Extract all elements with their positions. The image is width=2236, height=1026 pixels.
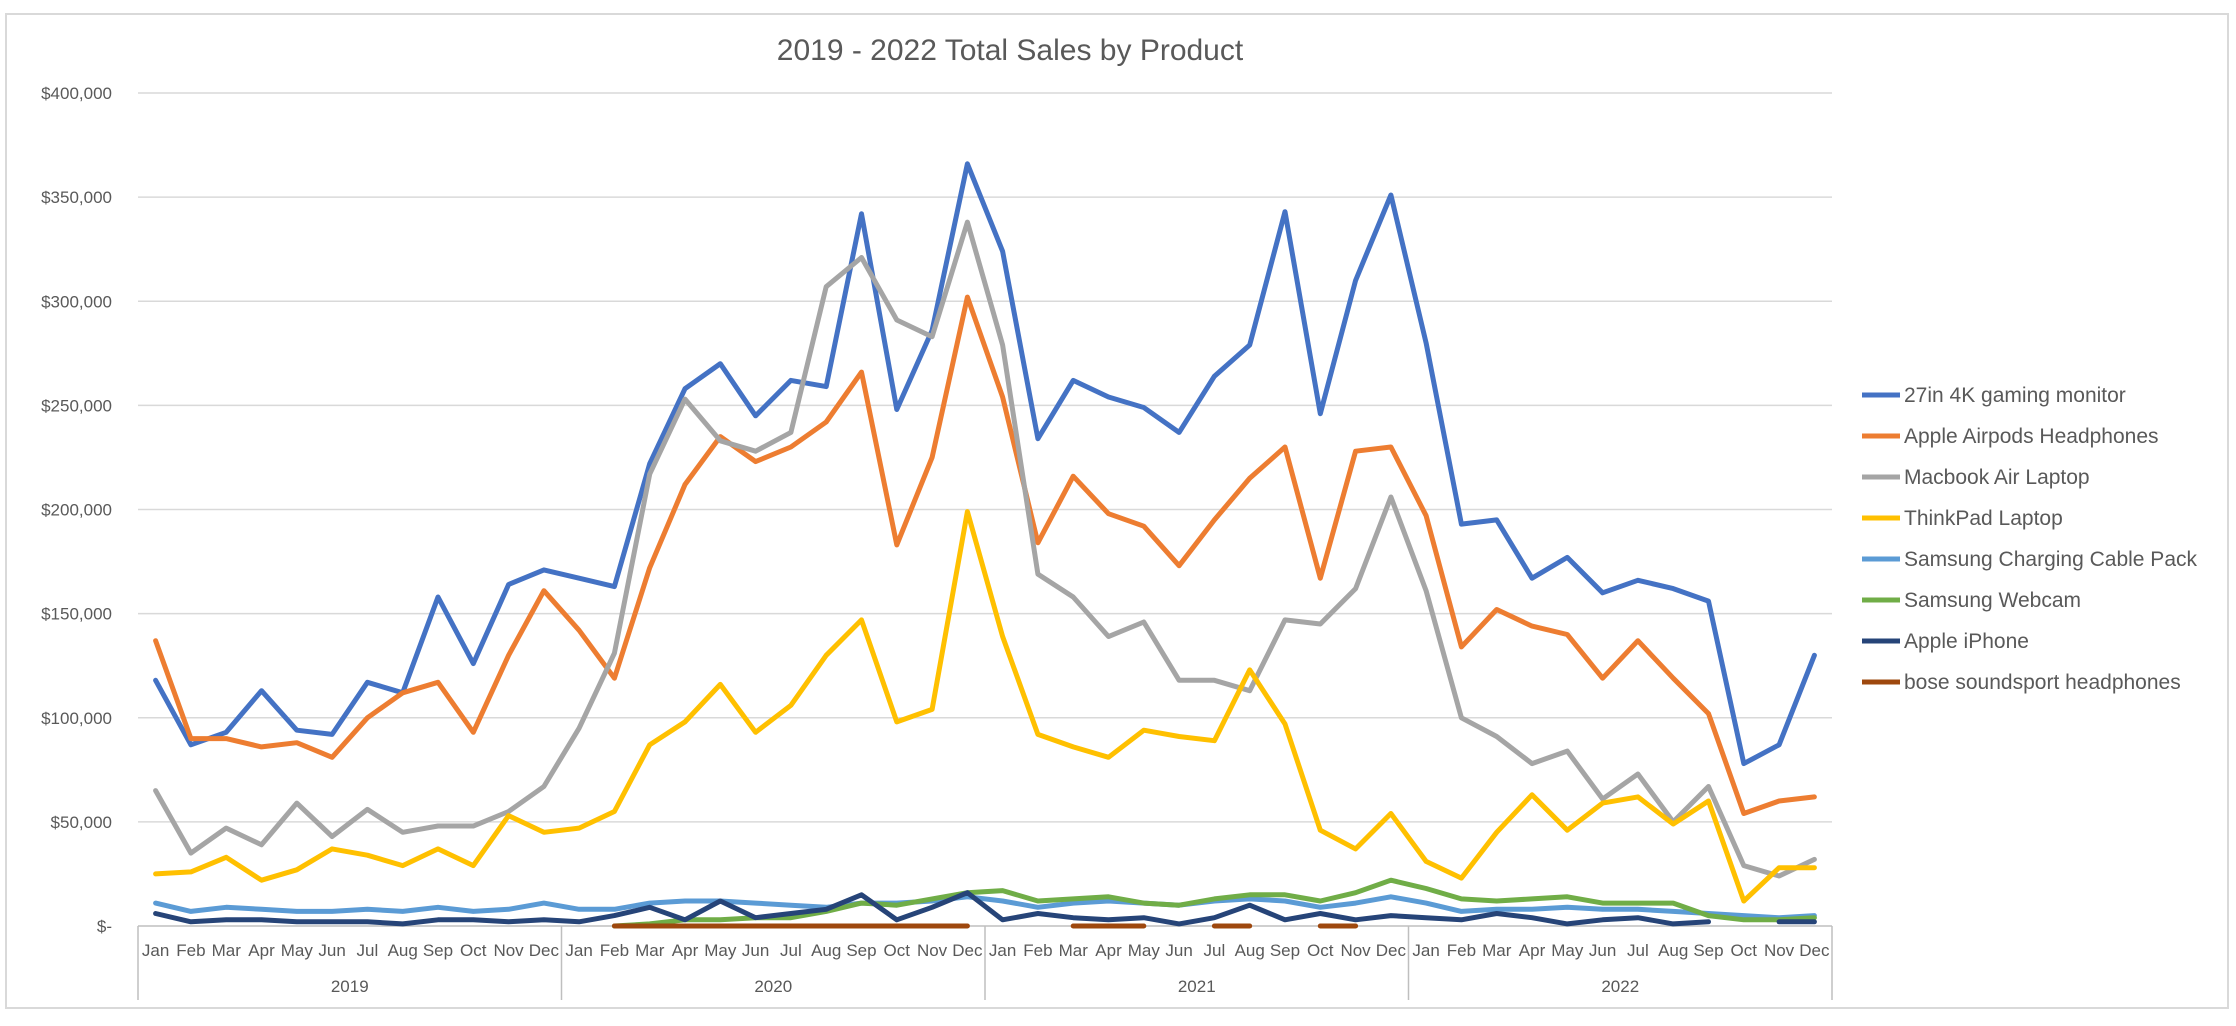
x-tick-label: May — [1551, 941, 1584, 960]
x-tick-label: Jul — [1627, 941, 1649, 960]
x-tick-label: Sep — [423, 941, 453, 960]
series-line — [611, 877, 1817, 929]
x-tick-label: Nov — [917, 941, 948, 960]
x-tick-label: Apr — [1095, 941, 1122, 960]
x-tick-label: Oct — [1307, 941, 1334, 960]
x-tick-label: Jan — [565, 941, 592, 960]
series-macbook-air-laptop — [153, 219, 1817, 879]
year-label: 2021 — [1178, 977, 1216, 996]
series-27in-4k-gaming-monitor — [153, 161, 1817, 767]
x-tick-label: Apr — [1519, 941, 1546, 960]
x-tick-label: Jan — [989, 941, 1016, 960]
x-tick-label: Jun — [1165, 941, 1192, 960]
x-tick-label: Jun — [742, 941, 769, 960]
y-tick-label: $300,000 — [41, 292, 112, 311]
x-tick-label: Dec — [952, 941, 983, 960]
series-line — [153, 161, 1817, 767]
series-apple-airpods-headphones — [153, 294, 1817, 816]
legend-label: Samsung Charging Cable Pack — [1904, 548, 2197, 571]
x-tick-label: Apr — [672, 941, 699, 960]
x-tick-label: Jun — [1589, 941, 1616, 960]
gridlines — [138, 92, 1832, 927]
x-tick-label: May — [281, 941, 314, 960]
x-tick-label: Feb — [600, 941, 629, 960]
series-line — [153, 509, 1817, 904]
legend-item: Samsung Charging Cable Pack — [1862, 548, 2197, 571]
legend-label: 27in 4K gaming monitor — [1904, 384, 2126, 407]
x-tick-label: Sep — [846, 941, 876, 960]
year-label: 2022 — [1601, 977, 1639, 996]
year-label: 2020 — [754, 977, 792, 996]
x-tick-label: Dec — [1799, 941, 1830, 960]
y-tick-label: $150,000 — [41, 605, 112, 624]
series-lines — [153, 161, 1817, 929]
x-axis: Jan Feb Mar Apr May Jun Jul Aug Sep Oct Nov Dec2019… — [137, 926, 1833, 1000]
x-tick-label: Feb — [176, 941, 205, 960]
legend-item: Apple Airpods Headphones — [1862, 425, 2159, 448]
x-tick-label: Sep — [1693, 941, 1723, 960]
legend-label: ThinkPad Laptop — [1904, 507, 2063, 530]
x-tick-label: Aug — [1658, 941, 1688, 960]
x-tick-label: Mar — [1059, 941, 1089, 960]
series-samsung-webcam — [611, 877, 1817, 929]
x-tick-label: Jul — [357, 941, 379, 960]
series-line — [153, 894, 1817, 921]
x-tick-label: Mar — [212, 941, 242, 960]
x-tick-label: Oct — [460, 941, 487, 960]
series-samsung-charging-cable-pack — [153, 894, 1817, 921]
series-line — [153, 294, 1817, 816]
y-axis-ticks: $- $50,000 $100,000 $150,000 $200,000 $250,00… — [41, 84, 112, 936]
y-tick-label: $350,000 — [41, 188, 112, 207]
x-tick-label: May — [1128, 941, 1161, 960]
series-line — [153, 890, 1711, 927]
legend-item: 27in 4K gaming monitor — [1862, 384, 2126, 407]
x-tick-label: Oct — [1731, 941, 1758, 960]
x-tick-label: Nov — [1764, 941, 1795, 960]
x-tick-label: Apr — [248, 941, 275, 960]
chart-frame — [5, 13, 2229, 1009]
year-label: 2019 — [331, 977, 369, 996]
x-tick-label: Mar — [1482, 941, 1512, 960]
x-tick-label: Feb — [1023, 941, 1052, 960]
legend-label: Apple iPhone — [1904, 630, 2029, 653]
x-tick-label: Aug — [811, 941, 841, 960]
x-tick-label: Sep — [1270, 941, 1300, 960]
x-tick-label: Mar — [635, 941, 665, 960]
x-tick-label: Jan — [1412, 941, 1439, 960]
x-tick-label: Nov — [1340, 941, 1371, 960]
x-tick-label: May — [704, 941, 737, 960]
legend-label: Samsung Webcam — [1904, 589, 2081, 612]
x-tick-label: Aug — [1235, 941, 1265, 960]
y-tick-label: $50,000 — [51, 813, 112, 832]
legend-item: Apple iPhone — [1862, 630, 2029, 653]
x-tick-label: Jan — [142, 941, 169, 960]
series-thinkpad-laptop — [153, 509, 1817, 904]
x-tick-label: Nov — [493, 941, 524, 960]
legend-item: ThinkPad Laptop — [1862, 507, 2063, 530]
legend-label: bose soundsport headphones — [1904, 671, 2181, 694]
y-tick-label: $- — [97, 917, 112, 936]
y-tick-label: $400,000 — [41, 84, 112, 103]
legend-label: Apple Airpods Headphones — [1904, 425, 2159, 448]
legend-item: Macbook Air Laptop — [1862, 466, 2090, 489]
x-tick-label: Aug — [388, 941, 418, 960]
y-tick-label: $200,000 — [41, 501, 112, 520]
legend-label: Macbook Air Laptop — [1904, 466, 2090, 489]
series-line — [153, 219, 1817, 879]
x-tick-label: Jul — [780, 941, 802, 960]
x-tick-label: Dec — [1376, 941, 1407, 960]
y-tick-label: $250,000 — [41, 396, 112, 415]
x-tick-label: Jun — [318, 941, 345, 960]
x-tick-label: Dec — [529, 941, 560, 960]
x-tick-label: Oct — [884, 941, 911, 960]
x-tick-label: Feb — [1447, 941, 1476, 960]
legend: 27in 4K gaming monitor Apple Airpods Head… — [1862, 384, 2197, 694]
chart-title: 2019 - 2022 Total Sales by Product — [777, 34, 1244, 67]
series-apple-iphone — [153, 890, 1817, 927]
legend-item: bose soundsport headphones — [1862, 671, 2181, 694]
x-tick-label: Jul — [1204, 941, 1226, 960]
y-tick-label: $100,000 — [41, 709, 112, 728]
legend-item: Samsung Webcam — [1862, 589, 2081, 612]
